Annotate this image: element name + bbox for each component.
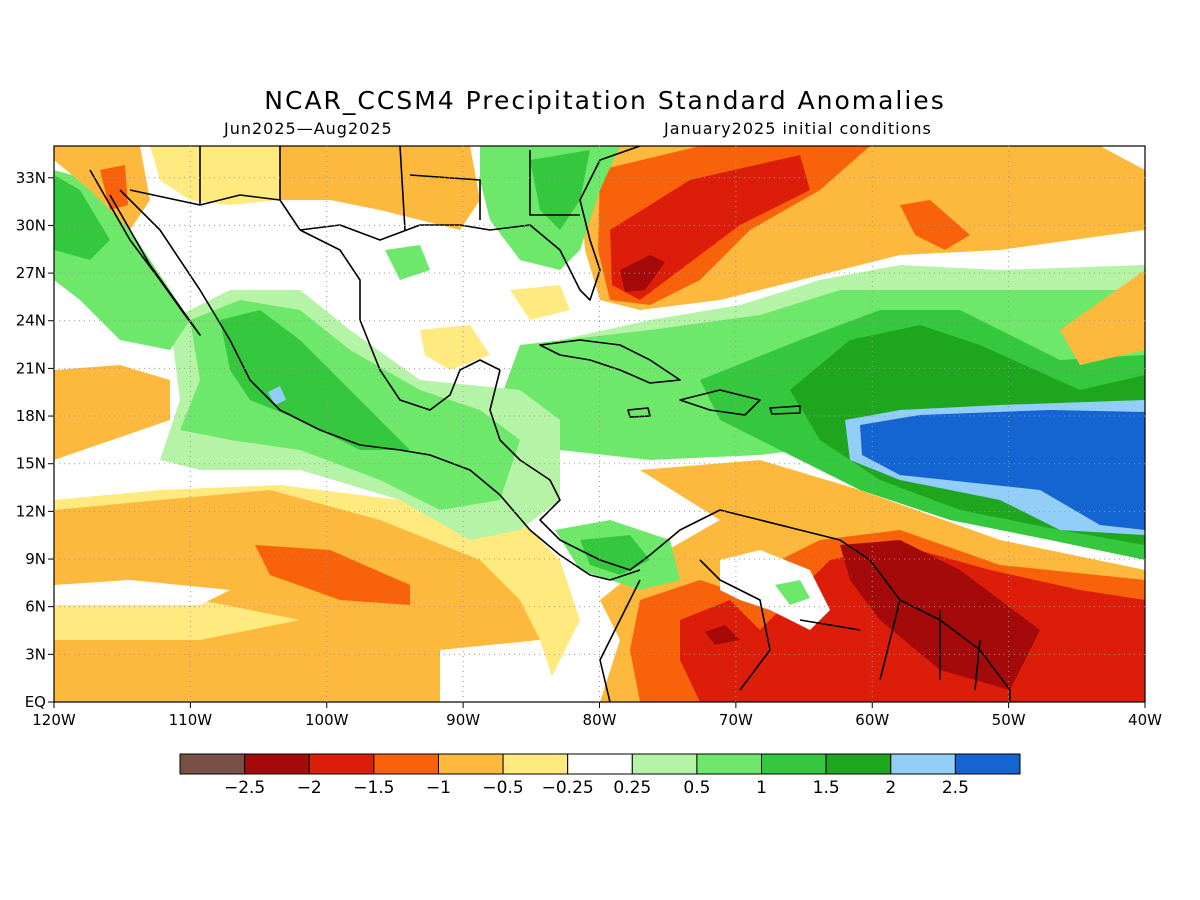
lon-tick-label: 100W bbox=[305, 711, 349, 729]
colorbar-swatch bbox=[437, 753, 504, 775]
colorbar-label: −0.25 bbox=[542, 778, 594, 798]
anomaly-area-panama-green-mid bbox=[580, 535, 650, 575]
lat-tick-label: 33N bbox=[16, 169, 46, 187]
colorbar-label: 0.5 bbox=[683, 778, 710, 798]
initial-conditions: January2025 initial conditions bbox=[664, 119, 932, 138]
lon-tick-label: 90W bbox=[446, 711, 480, 729]
lon-tick-label: 110W bbox=[169, 711, 213, 729]
colorbar-swatch bbox=[825, 753, 892, 775]
lon-tick-label: 60W bbox=[855, 711, 889, 729]
colorbar-label: −2.5 bbox=[224, 778, 265, 798]
anomaly-area-texas-yellow bbox=[150, 146, 280, 205]
lat-tick-label: 12N bbox=[16, 502, 46, 520]
lon-tick-label: 80W bbox=[583, 711, 617, 729]
anomaly-area-gulf-yellow bbox=[420, 325, 490, 370]
colorbar-label: 2 bbox=[885, 778, 896, 798]
anomaly-area-pacific-white bbox=[54, 580, 230, 605]
anomaly-area-southeast-us-green-mid bbox=[530, 150, 590, 230]
border-states bbox=[199, 146, 580, 231]
colorbar-swatch bbox=[890, 753, 956, 775]
colorbar-label: −0.5 bbox=[482, 778, 523, 798]
gridlines bbox=[54, 146, 1145, 702]
lon-tick-label: 50W bbox=[992, 711, 1026, 729]
anomaly-area-pacific-white2 bbox=[440, 640, 560, 702]
map-title: NCAR_CCSM4 Precipitation Standard Anomal… bbox=[264, 86, 946, 115]
colorbar-swatch bbox=[954, 753, 1021, 775]
anomaly-area-venezuela-white bbox=[720, 550, 830, 630]
colorbar-label: −2 bbox=[297, 778, 322, 798]
colorbar-swatch bbox=[631, 753, 698, 775]
anomaly-area-atlantic-darkred bbox=[620, 255, 665, 292]
colorbar-label: 0.25 bbox=[613, 778, 651, 798]
lat-tick-label: 15N bbox=[16, 455, 46, 473]
forecast-period: Jun2025—Aug2025 bbox=[224, 119, 393, 138]
coastline-us-gulf bbox=[299, 146, 641, 301]
colorbar-swatch bbox=[373, 753, 439, 775]
anomaly-area-colombia-darkred bbox=[705, 625, 740, 645]
lat-tick-label: 30N bbox=[16, 216, 46, 234]
colorbar-swatch bbox=[179, 753, 246, 775]
anomaly-area-mexico-lightblue bbox=[268, 386, 286, 405]
coastline-south-america-interior bbox=[599, 579, 641, 702]
anomaly-area-sonora-deeporange bbox=[100, 165, 128, 210]
anomaly-area-east-atlantic-orange bbox=[1060, 270, 1145, 365]
colorbar-label: 1.5 bbox=[813, 778, 840, 798]
anomaly-area-texas-orange bbox=[270, 146, 480, 230]
coastline-baja bbox=[89, 169, 201, 336]
coastline-gulf-mexico bbox=[299, 229, 501, 411]
colorbar-label: −1 bbox=[426, 778, 451, 798]
colorbar-swatch bbox=[502, 753, 569, 775]
anomaly-area-atlantic-blue bbox=[860, 410, 1145, 530]
lat-tick-label: 27N bbox=[16, 264, 46, 282]
anomaly-area-florida-yellow bbox=[510, 285, 570, 320]
lon-tick-label: 120W bbox=[32, 711, 76, 729]
lat-tick-label: EQ bbox=[25, 693, 46, 711]
lat-tick-label: 6N bbox=[25, 598, 46, 616]
lon-tick-label: 40W bbox=[1128, 711, 1162, 729]
border-venezuela-colombia bbox=[699, 559, 981, 691]
colorbar: −2.5 −2 −1.5 −1 −0.5 −0.25 0.25 0.5 1 1.5 2 2.5 bbox=[179, 753, 1021, 798]
anomaly-area-baja-green-mid bbox=[54, 175, 110, 260]
anomaly-area-pacific-orange bbox=[54, 490, 540, 702]
lat-tick-label: 9N bbox=[25, 550, 46, 568]
colorbar-swatch bbox=[308, 753, 375, 775]
border-us-mexico bbox=[129, 189, 301, 231]
anomaly-area-gulf-green bbox=[385, 245, 430, 280]
anomaly-area-mexico-green-mid bbox=[220, 310, 410, 450]
colorbar-label: 2.5 bbox=[942, 778, 969, 798]
longitude-ticks: 120W 110W 100W 90W 80W 70W 60W 50W 40W bbox=[32, 702, 1162, 729]
latitude-ticks: EQ 3N 6N 9N 12N 15N 18N 21N 24N 27N 30N 33N bbox=[16, 169, 54, 711]
anomaly-area-sonora-orange bbox=[54, 146, 150, 230]
colorbar-label: 1 bbox=[756, 778, 767, 798]
coastline-puerto-rico bbox=[769, 405, 801, 415]
lat-tick-label: 18N bbox=[16, 407, 46, 425]
colorbar-swatch bbox=[244, 753, 310, 775]
lat-tick-label: 3N bbox=[25, 645, 46, 663]
anomaly-area-pacific-north-orange bbox=[54, 365, 170, 460]
coastline-hispaniola bbox=[679, 389, 761, 416]
colorbar-swatch bbox=[761, 753, 827, 775]
anomaly-area-venezuela-green bbox=[775, 580, 810, 605]
colorbar-swatch bbox=[696, 753, 763, 775]
colorbar-label: −1.5 bbox=[353, 778, 394, 798]
anomaly-field bbox=[54, 146, 1145, 702]
coastline-mexico-pacific bbox=[119, 189, 641, 581]
coastline-central-america bbox=[489, 369, 1011, 702]
lat-tick-label: 21N bbox=[16, 359, 46, 377]
anomaly-area-pacific-deep-orange bbox=[255, 545, 410, 605]
coastlines bbox=[89, 146, 1011, 702]
coastline-cuba bbox=[539, 339, 681, 384]
lon-tick-label: 70W bbox=[719, 711, 753, 729]
lat-tick-label: 24N bbox=[16, 312, 46, 330]
colorbar-swatch bbox=[567, 753, 633, 775]
